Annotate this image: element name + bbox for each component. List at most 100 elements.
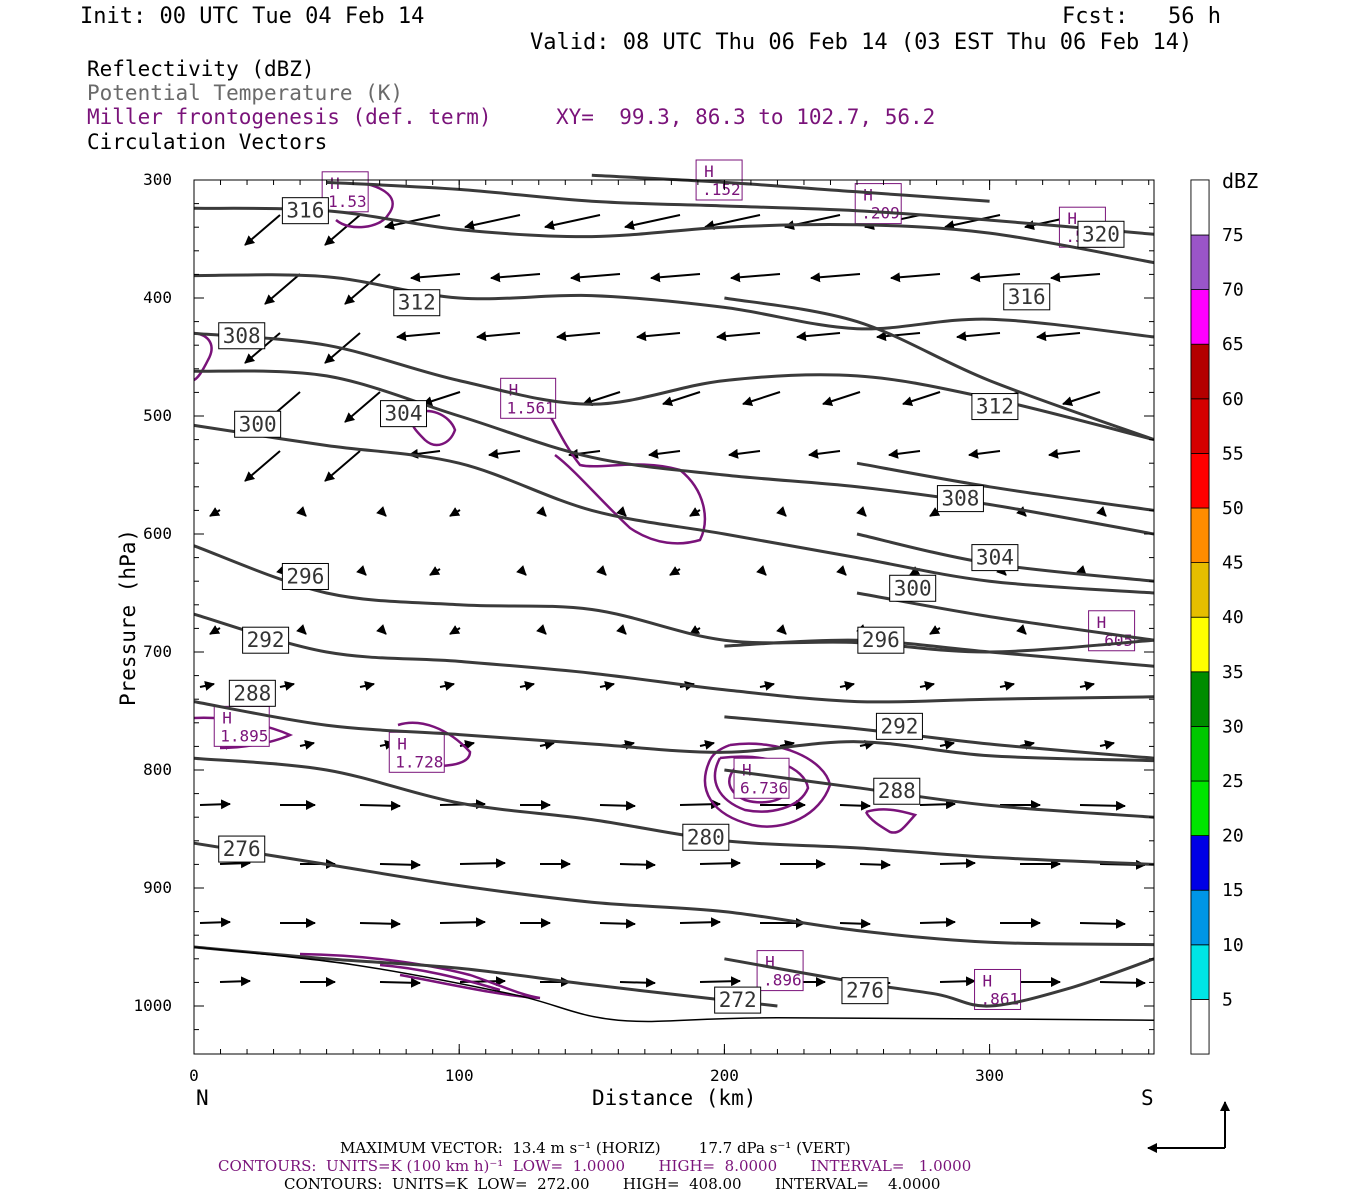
circulation-vector	[619, 859, 656, 870]
theta-label-box	[218, 835, 266, 863]
theta-label: 320	[1082, 222, 1120, 246]
circulation-vector	[650, 272, 701, 283]
theta-label: 316	[286, 199, 324, 223]
theta-label-box	[936, 485, 984, 513]
theta-label-box	[228, 679, 276, 707]
theta-label-box	[875, 712, 923, 740]
theta-contour-300	[856, 591, 1155, 642]
circulation-vector	[519, 680, 535, 691]
y-tick-label: 400	[143, 288, 172, 307]
circulation-vector	[582, 391, 621, 406]
frontogenesis-high-label: H	[509, 380, 519, 399]
valid-time: Valid: 08 UTC Thu 06 Feb 14 (03 EST Thu …	[530, 30, 1193, 55]
circulation-vector	[699, 858, 741, 869]
theta-contour-276	[193, 841, 1155, 947]
colorbar-segment	[1190, 944, 1210, 1000]
circulation-vector	[1048, 448, 1081, 459]
frontogenesis-contour	[193, 331, 213, 382]
circulation-vector	[1016, 624, 1027, 635]
theta-contour-312	[724, 296, 1155, 442]
theta-label-box	[1003, 283, 1051, 311]
theta-label-box	[857, 626, 905, 654]
colorbar-segment	[1190, 835, 1210, 891]
frontogenesis-high-label: H	[397, 734, 407, 753]
frontogenesis-high-label: H	[742, 760, 752, 779]
frontogenesis-high-label: 1.53	[328, 192, 367, 211]
circulation-vector	[939, 976, 976, 987]
circulation-vector	[449, 625, 461, 635]
circulation-vectors	[199, 214, 1146, 988]
colorbar-segment	[1190, 562, 1210, 618]
circulation-vector	[944, 214, 1001, 230]
circulation-vector	[410, 272, 461, 283]
circulation-vector	[296, 624, 307, 635]
frontogenesis-high-box	[388, 731, 445, 773]
frontogenesis-high-label: .896	[763, 971, 802, 990]
theta-label-box	[281, 197, 329, 225]
theta-label: 300	[894, 576, 932, 600]
circulation-vector	[379, 977, 421, 988]
colorbar-level-label: 65	[1222, 334, 1244, 355]
circulation-vector	[1079, 800, 1126, 811]
circulation-vector	[679, 917, 721, 928]
colorbar-segment	[1190, 234, 1210, 290]
colorbar-segment	[1190, 289, 1210, 345]
cross-section-endpoints: XY= 99.3, 86.3 to 102.7, 56.2	[556, 105, 936, 129]
circulation-vector	[856, 506, 867, 517]
circulation-vector	[902, 391, 941, 406]
circulation-vector	[1019, 739, 1035, 750]
theta-contour-292	[193, 612, 1155, 704]
circulation-vector	[244, 214, 281, 246]
circulation-vector	[822, 391, 861, 406]
circulation-vector	[544, 214, 601, 230]
theta-label: 308	[223, 324, 261, 348]
circulation-vector	[536, 624, 547, 635]
circulation-vector	[324, 214, 361, 246]
circulation-vector	[449, 507, 461, 517]
theta-contour-276	[724, 957, 1155, 1008]
theta-label-box	[971, 544, 1019, 572]
circulation-vector	[599, 800, 636, 811]
circulation-vector	[669, 566, 681, 576]
theta-label-box	[281, 562, 329, 590]
colorbar-level-label: 50	[1222, 498, 1244, 519]
circulation-vector	[439, 917, 486, 928]
circulation-vector	[1036, 331, 1081, 342]
theta-label: 304	[385, 402, 423, 426]
circulation-vector	[810, 272, 861, 283]
theta-contour-312	[193, 273, 1155, 339]
frontogenesis-contours: H1.53H.152H.209H.500H1.561H.605H1.895H1.…	[193, 159, 1136, 1010]
colorbar-segment	[1190, 452, 1210, 509]
circulation-vector	[244, 450, 281, 482]
colorbar-level-label: 15	[1222, 880, 1244, 901]
circulation-vector	[599, 680, 615, 691]
circulation-vector	[384, 214, 441, 230]
circulation-vector	[742, 391, 781, 406]
circulation-vector	[619, 977, 656, 988]
circulation-vector	[516, 565, 527, 576]
circulation-vector	[296, 506, 307, 517]
circulation-vector	[756, 565, 767, 576]
circulation-vector	[636, 331, 681, 342]
reflectivity-colorbar: 5 10 15 20 25 30 35 40 45 50 55 60 65 70 75	[1190, 179, 1244, 1055]
circulation-vector	[490, 272, 541, 283]
theta-label: 272	[719, 988, 757, 1012]
potential-temperature-contours: 316 320 312 316 308 312 304 308 300 304 296 300 292 2…	[193, 173, 1155, 1023]
theta-label: 304	[976, 546, 1014, 570]
circulation-vector	[459, 858, 506, 869]
x-tick-label: 300	[975, 1066, 1004, 1085]
frontogenesis-contour-info: CONTOURS: UNITS=K (100 km h)⁻¹ LOW= 1.00…	[218, 1157, 972, 1175]
theta-label: 276	[846, 979, 884, 1003]
colorbar-level-label: 40	[1222, 607, 1244, 628]
plot-axes: 0 100 200 300 300 400 500 600 700 800 900 1000	[133, 170, 1155, 1085]
circulation-vector	[662, 391, 701, 406]
circulation-vector	[464, 214, 521, 230]
circulation-vector	[599, 918, 636, 929]
theta-label: 296	[862, 628, 900, 652]
y-tick-label: 700	[143, 642, 172, 661]
colorbar-level-label: 10	[1222, 935, 1244, 956]
max-vector-note: MAXIMUM VECTOR: 13.4 m s⁻¹ (HORIZ) 17.7 …	[340, 1139, 851, 1157]
colorbar-segment	[1190, 726, 1210, 782]
circulation-vector	[219, 858, 251, 869]
x-tick-label: 100	[445, 1066, 474, 1085]
